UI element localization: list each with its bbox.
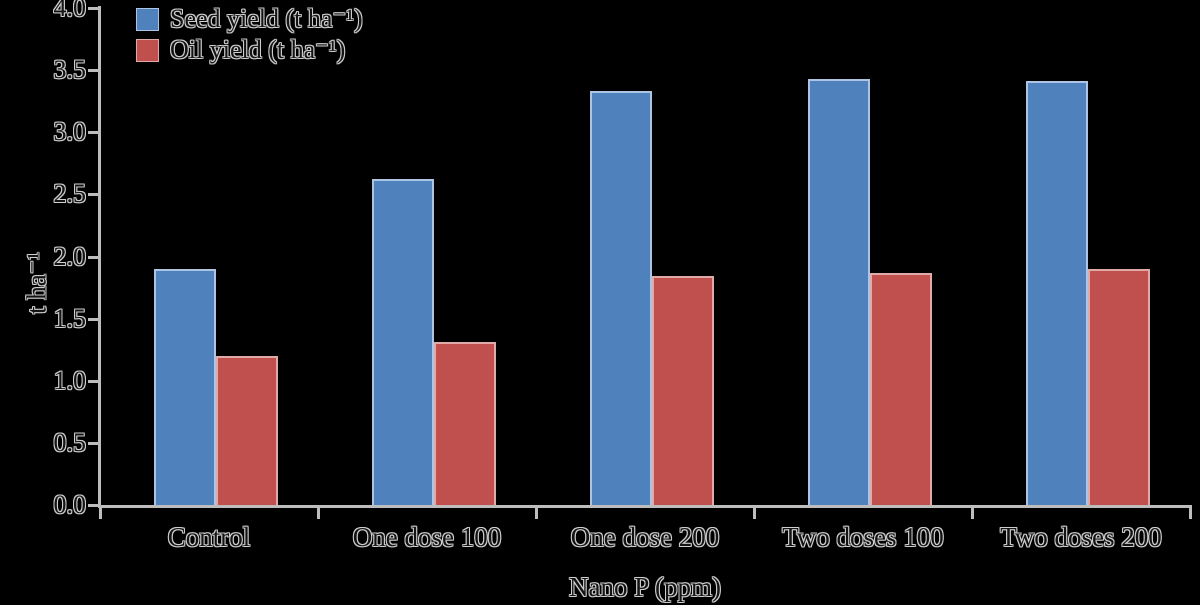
- legend-label: Oil yield (t ha⁻¹): [170, 35, 346, 64]
- y-axis-line: [98, 6, 101, 508]
- y-tick-label: 4.0: [53, 0, 87, 22]
- y-tick-label: 1.5: [53, 303, 87, 333]
- x-tick: [317, 506, 320, 519]
- bar-oil-two-doses-100: [870, 273, 932, 505]
- y-tick-label: 3.5: [53, 55, 87, 85]
- y-tick-label: 0.5: [53, 427, 87, 457]
- x-category-label: Two doses 100: [782, 522, 944, 552]
- legend-row-seed-yield: Seed yield (t ha⁻¹): [136, 6, 363, 32]
- x-axis-title: Nano P (ppm): [569, 572, 721, 602]
- x-category-label: Control: [167, 522, 251, 552]
- legend-row-oil-yield: Oil yield (t ha⁻¹): [136, 37, 363, 63]
- y-tick-label: 1.0: [53, 365, 87, 395]
- bar-seed-one-dose-100: [372, 179, 434, 505]
- bar-oil-one-dose-200: [652, 276, 714, 505]
- bar-oil-one-dose-100: [434, 342, 496, 505]
- x-category-label: One dose 100: [352, 522, 502, 552]
- x-tick: [535, 506, 538, 519]
- x-tick: [1189, 506, 1192, 519]
- bar-oil-control: [216, 356, 278, 505]
- y-tick-label: 3.0: [53, 117, 87, 147]
- y-tick: [88, 193, 98, 197]
- bar-seed-two-doses-200: [1026, 81, 1088, 505]
- x-category-label: One dose 200: [570, 522, 720, 552]
- y-tick: [88, 131, 98, 135]
- y-tick-label: 2.0: [53, 241, 87, 271]
- x-tick: [99, 506, 102, 519]
- legend-label: Seed yield (t ha⁻¹): [170, 4, 363, 33]
- bar-oil-two-doses-200: [1088, 269, 1150, 505]
- y-tick: [88, 379, 98, 383]
- y-axis-title: t ha⁻¹: [21, 251, 52, 315]
- y-tick: [88, 504, 98, 507]
- x-category-label: Two doses 200: [1000, 522, 1162, 552]
- seed-yield-swatch-icon: [136, 7, 159, 31]
- x-tick: [971, 506, 974, 519]
- bar-seed-one-dose-200: [590, 91, 652, 505]
- y-tick: [88, 317, 98, 321]
- bar-seed-two-doses-100: [808, 79, 870, 505]
- y-tick: [88, 7, 98, 10]
- y-tick-label: 0.0: [53, 490, 87, 519]
- y-tick: [88, 69, 98, 73]
- x-axis-line: [98, 505, 1192, 508]
- y-tick: [88, 441, 98, 445]
- x-tick: [753, 506, 756, 519]
- bar-seed-control: [154, 269, 216, 505]
- y-tick: [88, 255, 98, 259]
- y-tick-label: 2.5: [53, 179, 87, 209]
- chart-legend: Seed yield (t ha⁻¹) Oil yield (t ha⁻¹): [136, 6, 363, 68]
- oil-yield-swatch-icon: [136, 38, 159, 62]
